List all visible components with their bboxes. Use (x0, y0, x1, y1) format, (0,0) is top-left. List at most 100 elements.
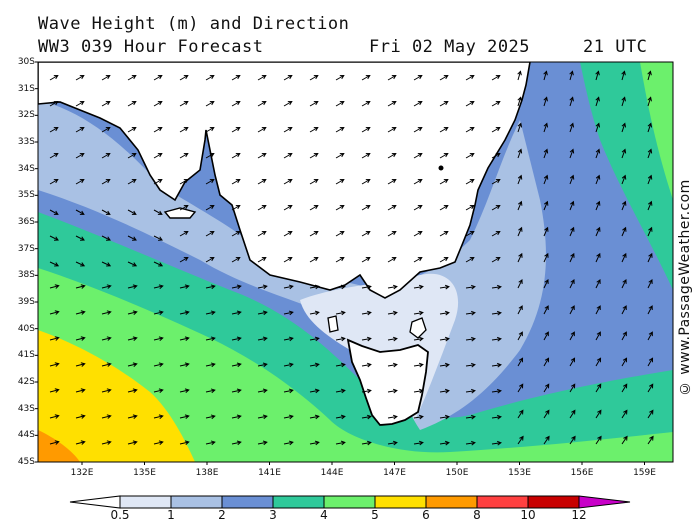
wave-arrow (595, 435, 602, 445)
wave-arrow (621, 174, 627, 185)
wave-arrow (543, 409, 550, 419)
legend-swatch (323, 495, 376, 509)
wave-arrow (75, 336, 86, 341)
wave-arrow (283, 256, 293, 263)
wave-arrow (491, 310, 502, 316)
wave-arrow (621, 409, 628, 419)
wave-arrow (205, 310, 216, 316)
wave-arrow (413, 256, 423, 263)
wave-arrow (335, 256, 345, 263)
wave-arrow (595, 148, 601, 159)
lat-label: 34S (17, 163, 35, 174)
wave-arrow (283, 204, 293, 211)
wave-arrow (621, 148, 627, 159)
wave-arrow (569, 435, 576, 445)
wave-arrow (387, 204, 397, 211)
wave-arrow (361, 126, 371, 133)
wave-arrow (647, 70, 652, 81)
wave-arrow (153, 414, 164, 419)
wave-arrow (465, 388, 476, 394)
wave-arrow (491, 230, 501, 237)
wave-arrow (205, 152, 215, 159)
wave-arrow (231, 362, 242, 368)
wave-arrow (647, 278, 653, 289)
wave-arrow (283, 310, 294, 316)
wave-arrow (75, 388, 86, 393)
wave-arrow (569, 122, 575, 133)
lon-label: 150E (445, 468, 469, 478)
wave-arrow (647, 200, 653, 211)
legend-swatch (374, 495, 427, 509)
wave-arrow (205, 204, 215, 211)
wave-arrow (309, 388, 320, 394)
wave-arrow (75, 261, 86, 267)
wave-arrow (127, 209, 137, 215)
wave-arrow (387, 440, 398, 446)
wave-arrow (543, 70, 548, 81)
wave-arrow (283, 100, 293, 107)
legend-swatch (476, 495, 529, 509)
wave-arrow (621, 357, 628, 367)
wave-arrow (543, 174, 549, 185)
wave-arrow (647, 331, 653, 341)
wave-arrow (179, 204, 189, 211)
wave-arrow (309, 100, 319, 107)
wave-arrow (335, 388, 346, 394)
wave-arrow (75, 126, 85, 133)
legend-label: 2 (218, 508, 226, 522)
wave-arrow (491, 284, 502, 290)
lon-label: 135E (133, 468, 156, 478)
wave-arrow (439, 126, 449, 133)
wave-arrow (179, 230, 189, 237)
wave-arrow (647, 252, 653, 263)
wave-arrow (205, 74, 215, 81)
lon-label: 156E (570, 468, 594, 478)
wave-arrow (595, 200, 601, 211)
wave-arrow (413, 152, 423, 159)
wave-arrow (49, 126, 59, 133)
wave-arrow (595, 357, 602, 367)
wave-arrow (465, 256, 475, 263)
legend-label: 4 (320, 508, 328, 522)
wave-arrow (413, 204, 423, 211)
wave-arrow (439, 336, 450, 342)
wave-arrow (569, 70, 574, 81)
wave-arrow (257, 152, 267, 159)
lon-label: 132E (70, 468, 94, 478)
wave-arrow (309, 256, 319, 263)
wave-arrow (49, 100, 59, 107)
wave-arrow (361, 256, 371, 263)
lat-label: 32S (17, 110, 35, 121)
lord-howe-island (438, 165, 444, 171)
zone-5-6m (38, 330, 195, 462)
wave-arrow (335, 310, 346, 316)
wave-arrow (179, 284, 190, 290)
wave-arrow (335, 440, 346, 446)
wave-arrow (439, 284, 450, 290)
wave-arrow (595, 305, 601, 315)
wave-arrow (179, 178, 189, 185)
wave-arrow (75, 178, 85, 185)
wave-arrow (153, 235, 163, 241)
wave-arrow (127, 310, 138, 315)
wave-arrow (49, 74, 59, 81)
wave-arrow (153, 310, 164, 315)
lat-label: 38S (17, 270, 35, 281)
wave-arrow (361, 440, 372, 446)
wave-arrow (543, 122, 549, 133)
wave-arrow (309, 152, 319, 159)
wave-height-legend (69, 495, 631, 509)
wave-arrow (595, 70, 600, 81)
wave-arrow (49, 414, 60, 419)
wave-arrow (569, 409, 576, 419)
wave-arrow (283, 74, 293, 81)
wave-arrow (75, 440, 86, 445)
wave-arrow (101, 440, 112, 445)
wave-arrow (517, 174, 523, 185)
wave-arrow (179, 362, 190, 368)
wave-arrow (647, 357, 654, 367)
wave-arrow (309, 284, 320, 290)
zone-4-5m (38, 268, 673, 462)
wave-arrow (257, 388, 268, 394)
wave-arrow (517, 70, 522, 81)
